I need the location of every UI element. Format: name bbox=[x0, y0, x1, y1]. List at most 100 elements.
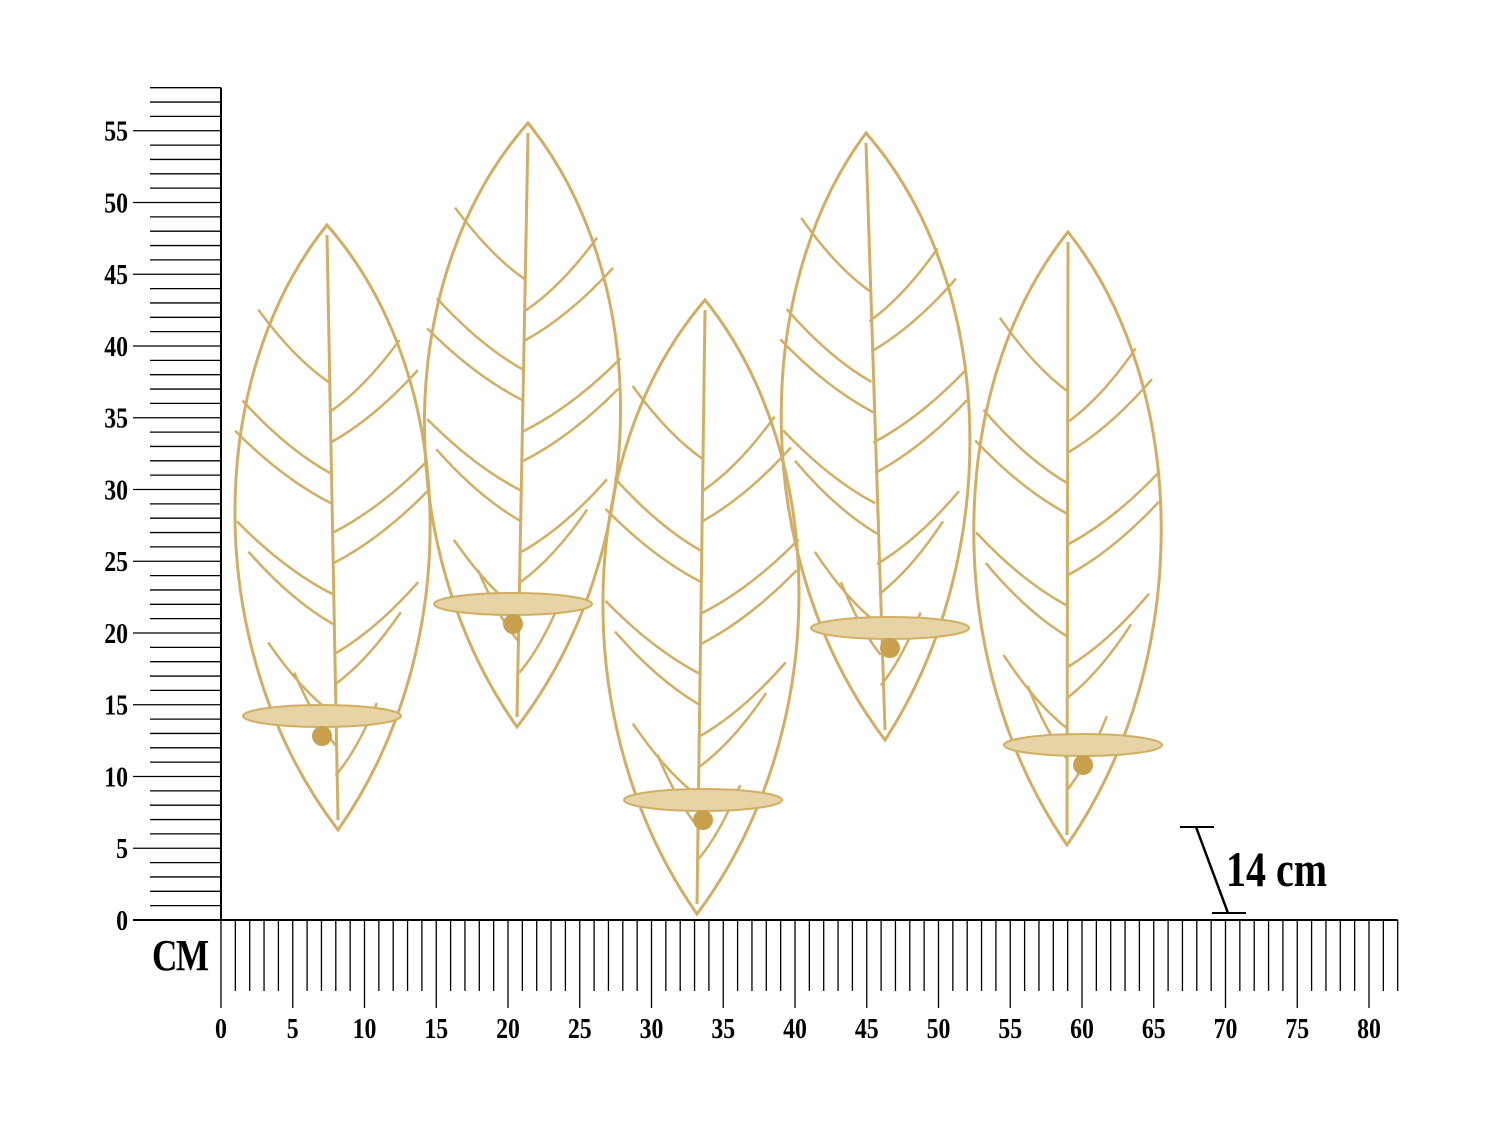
leaf-vein bbox=[975, 531, 1069, 608]
horizontal-ruler-label: 40 bbox=[783, 1013, 807, 1044]
leaf-vein bbox=[257, 308, 330, 384]
horizontal-ruler-label: 35 bbox=[711, 1013, 735, 1044]
leaf-vein bbox=[700, 569, 798, 645]
plate-support-ball bbox=[1073, 755, 1093, 775]
leaf-vein bbox=[982, 408, 1069, 485]
leaf-vein bbox=[330, 460, 429, 535]
leaf-vein bbox=[435, 297, 526, 372]
depth-dimension-label: 14 cm bbox=[1226, 841, 1328, 897]
leaf-vein bbox=[521, 478, 608, 553]
leaf-vein bbox=[454, 206, 527, 282]
leaf-candle-holder-3 bbox=[601, 297, 801, 917]
horizontal-ruler-label: 5 bbox=[287, 1013, 299, 1044]
leaf-vein bbox=[1066, 500, 1160, 577]
leaf-vein bbox=[333, 611, 402, 686]
leaf-vein bbox=[974, 439, 1069, 516]
leaf-outline bbox=[972, 229, 1163, 848]
leaf-vein bbox=[998, 317, 1069, 393]
leaf-vein bbox=[779, 338, 874, 414]
vertical-ruler-label: 30 bbox=[104, 475, 128, 506]
leaf-vein bbox=[1067, 347, 1137, 424]
leaf-vein bbox=[984, 562, 1069, 638]
leaf-vein bbox=[699, 661, 787, 738]
leaf-vein bbox=[1067, 378, 1153, 454]
horizontal-ruler-label: 70 bbox=[1214, 1013, 1238, 1044]
plate-support-ball bbox=[693, 810, 713, 830]
leaf-vein bbox=[870, 277, 957, 353]
horizontal-ruler-label: 55 bbox=[998, 1013, 1022, 1044]
horizontal-ruler-label: 20 bbox=[496, 1013, 520, 1044]
plate-support-ball bbox=[312, 726, 332, 746]
leaf-vein bbox=[435, 448, 523, 523]
vertical-ruler-label: 20 bbox=[104, 618, 128, 649]
plate-support-ball bbox=[503, 614, 523, 634]
leaf-outline bbox=[233, 222, 432, 833]
leaf-vein bbox=[631, 385, 705, 461]
leaf-outline bbox=[601, 297, 801, 917]
horizontal-ruler-label: 30 bbox=[640, 1013, 664, 1044]
leaf-vein bbox=[426, 327, 525, 402]
leaf-vein bbox=[604, 507, 703, 584]
leaf-vein bbox=[614, 630, 701, 707]
candle-plate bbox=[242, 704, 402, 728]
vertical-ruler-label: 25 bbox=[104, 546, 128, 577]
leaf-vein bbox=[813, 551, 880, 626]
leaf-vein bbox=[1002, 654, 1069, 730]
vertical-ruler-label: 10 bbox=[104, 762, 128, 793]
candle-plate bbox=[810, 616, 970, 640]
leaf-vein bbox=[701, 538, 800, 615]
horizontal-ruler-label: 60 bbox=[1070, 1013, 1094, 1044]
leaf-vein bbox=[874, 399, 968, 475]
leaf-outline bbox=[779, 130, 972, 743]
leaf-vein bbox=[236, 520, 333, 596]
leaf-vein bbox=[523, 357, 622, 433]
leaf-vein bbox=[234, 429, 332, 505]
vertical-ruler-label: 5 bbox=[116, 833, 128, 864]
leaf-vein bbox=[1066, 592, 1150, 669]
horizontal-ruler-label: 25 bbox=[568, 1013, 592, 1044]
candle-plate bbox=[433, 592, 593, 616]
leaf-vein bbox=[524, 267, 614, 342]
leaf-candle-holder-4 bbox=[779, 130, 972, 743]
leaf-vein bbox=[604, 599, 702, 676]
leaf-outline bbox=[422, 120, 622, 730]
leaf-vein bbox=[522, 387, 620, 463]
candle-plate bbox=[1003, 733, 1163, 757]
leaf-vein bbox=[785, 308, 872, 383]
leaf-vein bbox=[800, 217, 871, 292]
leaf-vein bbox=[794, 459, 878, 535]
vertical-ruler-label: 0 bbox=[116, 905, 128, 936]
leaf-vein bbox=[782, 429, 876, 505]
horizontal-ruler-label: 50 bbox=[927, 1013, 951, 1044]
leaf-vein bbox=[872, 368, 967, 444]
leaf-vein bbox=[876, 490, 960, 566]
leaf-vein bbox=[698, 692, 768, 768]
leaf-vein bbox=[426, 418, 524, 493]
horizontal-ruler-label: 10 bbox=[353, 1013, 377, 1044]
horizontal-ruler-label: 0 bbox=[215, 1013, 227, 1044]
vertical-ruler-label: 15 bbox=[104, 690, 128, 721]
leaf-vein bbox=[702, 415, 776, 492]
vertical-ruler-label: 35 bbox=[104, 403, 128, 434]
vertical-ruler-label: 40 bbox=[104, 331, 128, 362]
depth-marker-line bbox=[1194, 826, 1230, 914]
horizontal-ruler-label: 65 bbox=[1142, 1013, 1166, 1044]
leaf-vein bbox=[328, 339, 401, 414]
horizontal-ruler-label: 75 bbox=[1285, 1013, 1309, 1044]
leaf-vein bbox=[329, 369, 419, 444]
leaf-candle-holder-1 bbox=[233, 222, 432, 833]
horizontal-ruler-label: 15 bbox=[424, 1013, 448, 1044]
leaf-vein bbox=[613, 477, 704, 553]
leaf-vein bbox=[702, 446, 792, 523]
leaf-candle-holder-2 bbox=[422, 120, 622, 730]
leaf-vein bbox=[331, 490, 429, 565]
leaf-vein bbox=[878, 520, 945, 596]
leaf-vein bbox=[631, 722, 701, 799]
vertical-ruler-label: 55 bbox=[104, 116, 128, 147]
leaf-vein bbox=[332, 581, 420, 656]
leaf-candle-holder-5 bbox=[972, 229, 1163, 848]
leaf-vein bbox=[247, 550, 334, 626]
leaf-vein bbox=[525, 237, 599, 312]
unit-label: CM bbox=[152, 931, 209, 980]
